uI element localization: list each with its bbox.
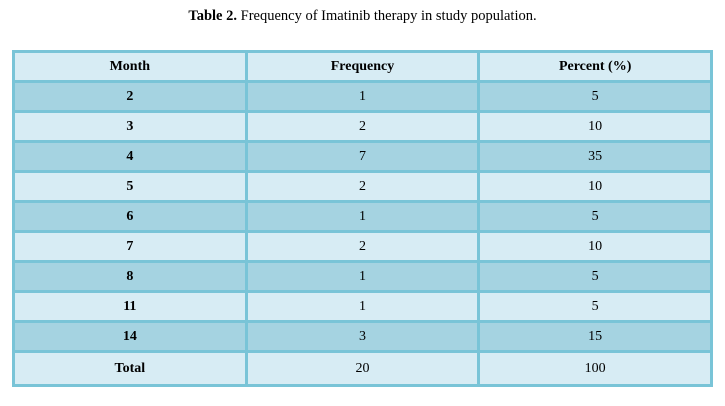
table-caption-label: Table 2.: [188, 8, 237, 24]
table-caption: Table 2. Frequency of Imatinib therapy i…: [0, 6, 725, 26]
cell-frequency: 2: [244, 230, 481, 263]
table-row: 4 7 35: [12, 140, 713, 173]
cell-month: 4: [12, 140, 248, 173]
cell-percent: 5: [477, 260, 713, 293]
header-month: Month: [12, 50, 248, 83]
header-frequency: Frequency: [244, 50, 481, 83]
cell-frequency: 1: [244, 80, 481, 113]
cell-frequency: 2: [244, 170, 481, 203]
cell-percent: 35: [477, 140, 713, 173]
cell-frequency: 1: [244, 290, 481, 323]
cell-percent: 5: [477, 200, 713, 233]
cell-percent: 10: [477, 230, 713, 263]
cell-percent: 10: [477, 170, 713, 203]
cell-percent: 10: [477, 110, 713, 143]
cell-frequency: 3: [244, 320, 481, 353]
table-caption-text: Frequency of Imatinib therapy in study p…: [237, 8, 537, 24]
cell-percent: 100: [477, 350, 713, 387]
cell-frequency: 1: [244, 200, 481, 233]
table-row: 11 1 5: [12, 290, 713, 323]
cell-frequency: 2: [244, 110, 481, 143]
cell-month: 7: [12, 230, 248, 263]
table-body: 2 1 5 3 2 10 4 7 35 5 2 10 6 1 5 7 2 10 8 1 5 11 1 5 14 3 15 Total 2…: [12, 80, 713, 387]
header-row: Month Frequency Percent (%): [12, 50, 713, 83]
cell-frequency: 7: [244, 140, 481, 173]
table-header: Month Frequency Percent (%): [12, 50, 713, 83]
table-row: 3 2 10: [12, 110, 713, 143]
cell-month: 11: [12, 290, 248, 323]
cell-percent: 5: [477, 80, 713, 113]
cell-month: 6: [12, 200, 248, 233]
cell-month: 3: [12, 110, 248, 143]
cell-month: 8: [12, 260, 248, 293]
cell-month: Total: [12, 350, 248, 387]
frequency-table: Month Frequency Percent (%) 2 1 5 3 2 10 4 7 35 5…: [12, 50, 713, 387]
cell-month: 14: [12, 320, 248, 353]
table-row: 14 3 15: [12, 320, 713, 353]
table-row: 5 2 10: [12, 170, 713, 203]
cell-percent: 15: [477, 320, 713, 353]
cell-month: 5: [12, 170, 248, 203]
cell-month: 2: [12, 80, 248, 113]
header-percent: Percent (%): [477, 50, 713, 83]
cell-percent: 5: [477, 290, 713, 323]
table-row: 7 2 10: [12, 230, 713, 263]
total-row: Total 20 100: [12, 350, 713, 387]
cell-frequency: 20: [244, 350, 481, 387]
cell-frequency: 1: [244, 260, 481, 293]
